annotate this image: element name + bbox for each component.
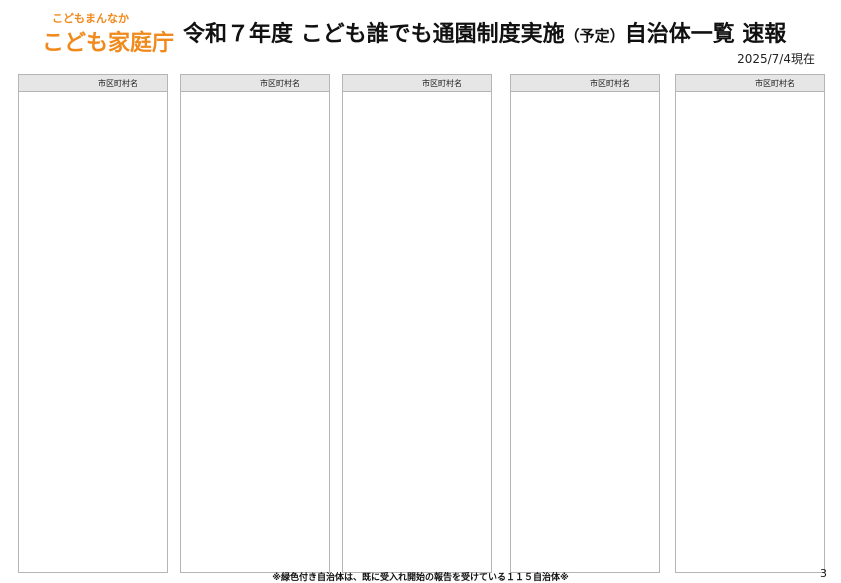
table-body [181,92,329,572]
page-title: 令和７年度 こども誰でも通園制度実施（予定）自治体一覧 速報 [183,16,786,48]
title-main: 令和７年度 こども誰でも通園制度実施 [183,22,565,47]
column-header: 市区町村名 [511,75,659,92]
page-number: 3 [820,567,827,580]
title-tail: 自治体一覧 速報 [624,22,787,47]
footer-note: ※緑色付き自治体は、既に受入れ開始の報告を受けている１１５自治体※ [272,573,569,583]
logo: こどもまんなか こども家庭庁 [42,10,174,56]
column-header: 市区町村名 [343,75,491,92]
column-header: 市区町村名 [19,75,167,92]
title-note: （予定） [564,27,625,45]
table-body [511,92,659,572]
table-column-2: 市区町村名 [180,74,330,573]
column-header: 市区町村名 [676,75,824,92]
logo-name: こども家庭庁 [42,31,175,56]
table-column-1: 市区町村名 [18,74,168,573]
table-column-4: 市区町村名 [510,74,660,573]
column-header: 市区町村名 [181,75,329,92]
table-column-3: 市区町村名 [342,74,492,573]
table-body [343,92,491,572]
table-body [19,92,167,572]
table-column-5: 市区町村名 [675,74,825,573]
table-body [676,92,824,572]
logo-subtitle: こどもまんなか [52,12,129,25]
as-of-date: 2025/7/4現在 [737,52,815,66]
